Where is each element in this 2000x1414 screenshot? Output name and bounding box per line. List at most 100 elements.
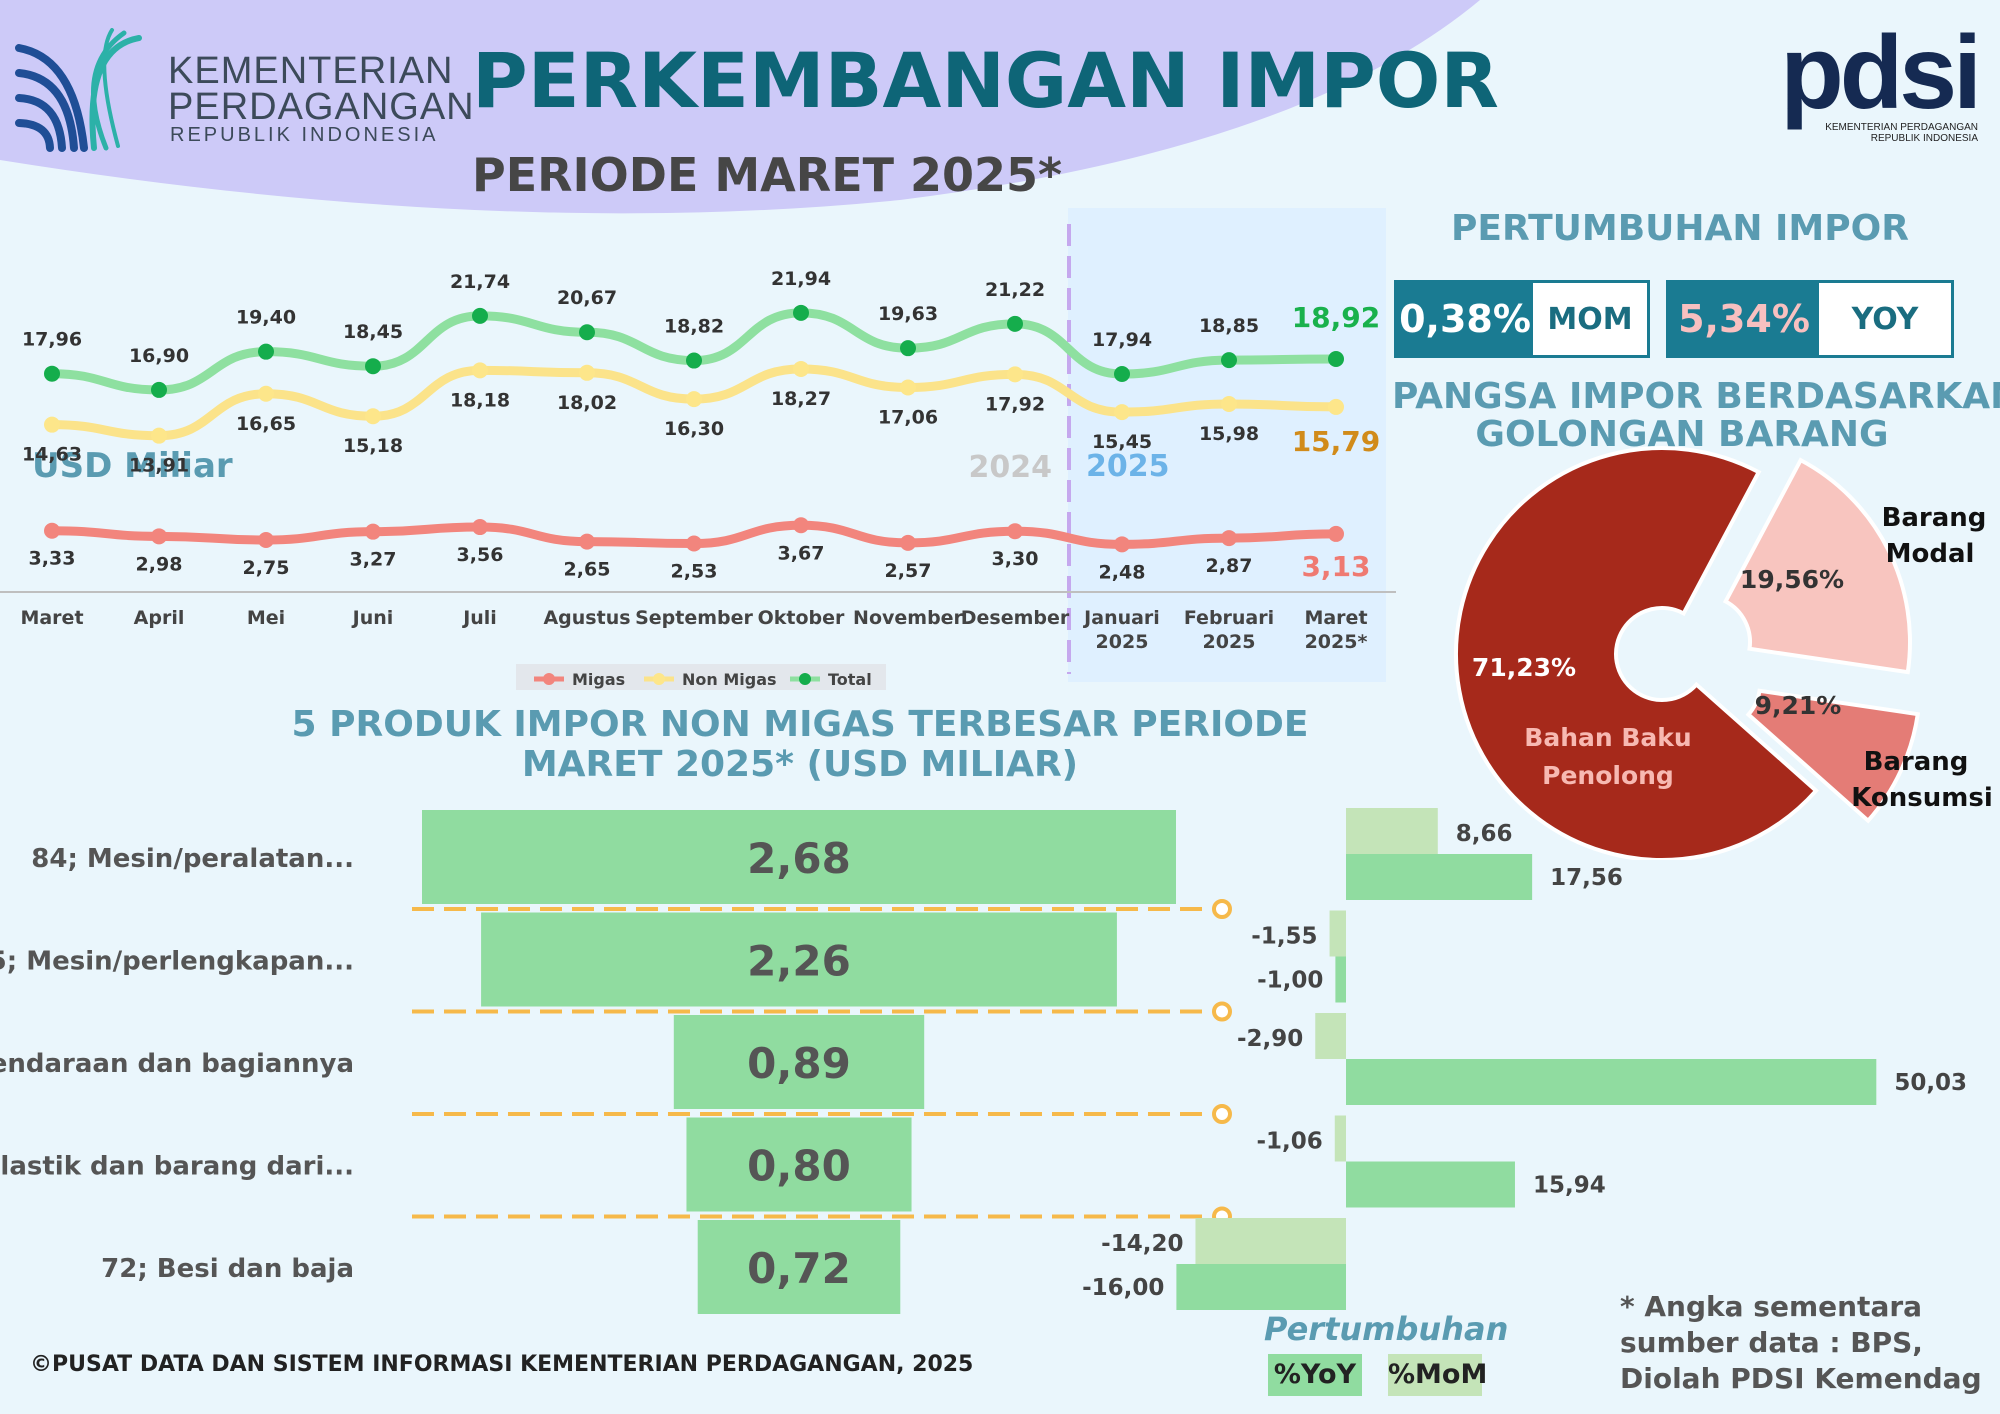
- product-category-label: 72; Besi dan baja: [101, 1254, 354, 1284]
- mom-bar: [1346, 808, 1438, 854]
- share-title-line1: PANGSA IMPOR BERDASARKAN: [1392, 376, 2000, 417]
- migas-point: [1328, 525, 1344, 542]
- product-category-label: 87; Kendaraan dan bagiannya: [0, 1049, 354, 1079]
- total-data-label: 21,22: [985, 279, 1045, 301]
- yoy-bar: [1346, 854, 1533, 900]
- x-tick-line: Juli: [461, 607, 497, 629]
- migas-data-label: 3,67: [778, 542, 825, 564]
- nonmigas-data-label: 18,02: [557, 392, 617, 414]
- total-data-label: 21,74: [450, 271, 510, 293]
- pie-name-label: Konsumsi: [1851, 783, 1993, 813]
- legend-box: [516, 664, 886, 690]
- x-tick-line: 2025: [1203, 631, 1256, 653]
- mom-value-label: -2,90: [1237, 1026, 1303, 1052]
- pie-value-label: 19,56%: [1740, 565, 1844, 594]
- legend-label: Non Migas: [682, 670, 777, 689]
- x-tick-line: Februari: [1184, 607, 1274, 629]
- ministry-name-line3: REPUBLIK INDONESIA: [170, 124, 439, 146]
- total-data-label: 18,45: [343, 321, 403, 343]
- nonmigas-point: [151, 427, 167, 444]
- total-point: [151, 381, 167, 398]
- x-tick-label: Maret: [20, 607, 83, 629]
- pie-name-label: Penolong: [1542, 761, 1674, 790]
- note-line2: sumber data : BPS,: [1620, 1326, 1923, 1359]
- product-category-label: 84; Mesin/peralatan...: [31, 844, 354, 874]
- yoy-bar: [1176, 1264, 1346, 1310]
- nonmigas-data-label: 15,45: [1092, 431, 1152, 453]
- yoy-value-label: -1,00: [1257, 968, 1323, 994]
- migas-data-label: 2,57: [885, 560, 932, 582]
- yoy-pill: 5,34% YOY: [1666, 280, 1954, 358]
- mom-bar: [1195, 1218, 1346, 1264]
- total-data-label: 18,82: [664, 316, 724, 338]
- pie-name-label: Barang: [1882, 503, 1987, 533]
- total-data-label: 18,85: [1199, 315, 1259, 337]
- growth-legend-title: Pertumbuhan: [1264, 1310, 1509, 1348]
- x-tick-line: Januari: [1082, 607, 1160, 629]
- nonmigas-data-label: 13,91: [129, 455, 189, 477]
- nonmigas-point: [793, 360, 809, 377]
- ministry-name-line1: KEMENTERIAN: [168, 50, 454, 92]
- product-bar: [481, 912, 1117, 1007]
- total-data-label: 17,94: [1092, 329, 1152, 351]
- total-point: [472, 307, 488, 324]
- note-line1: * Angka sementara: [1620, 1290, 1923, 1323]
- nonmigas-point: [1114, 404, 1130, 421]
- mom-value-label: 8,66: [1456, 821, 1513, 847]
- nonmigas-data-label: 17,92: [985, 393, 1045, 415]
- x-tick-label: Maret 2025*: [1304, 607, 1367, 653]
- pie-chart: 71,23% Bahan Baku Penolong 19,56% Barang Moda…: [1454, 446, 1993, 860]
- nonmigas-point: [1328, 398, 1344, 415]
- product-value-label: 2,26: [747, 937, 851, 986]
- yoy-bar: [1346, 1059, 1877, 1105]
- x-tick-line: Maret: [20, 607, 83, 629]
- top5-title-line1: 5 PRODUK IMPOR NON MIGAS TERBESAR PERIOD…: [291, 704, 1309, 745]
- year-label-2024: 2024: [969, 450, 1053, 485]
- x-tick-line: Agustus: [543, 607, 630, 629]
- total-point: [1114, 366, 1130, 383]
- migas-data-label: 2,48: [1099, 561, 1146, 583]
- panel-2025: [1068, 208, 1386, 682]
- migas-data-label: 2,75: [243, 557, 290, 579]
- x-tick-label: Juni: [351, 607, 394, 629]
- migas-data-label: 3,27: [350, 549, 397, 571]
- mom-value-label: -1,06: [1256, 1129, 1322, 1155]
- total-data-label: 20,67: [557, 287, 617, 309]
- migas-point: [1221, 530, 1237, 547]
- pie-slice: [1722, 457, 1912, 675]
- growth-legend-yoy: %YoY: [1268, 1354, 1362, 1396]
- page-title: PERKEMBANGAN IMPOR: [472, 36, 1499, 125]
- nonmigas-data-label: 16,65: [236, 413, 296, 435]
- separator-dot: [1212, 1104, 1232, 1124]
- x-tick-label: Januari 2025: [1082, 607, 1160, 653]
- nonmigas-data-label: 15,18: [343, 435, 403, 457]
- page-subtitle: PERIODE MARET 2025*: [472, 148, 1063, 202]
- x-tick-line: Mei: [247, 607, 285, 629]
- product-bar: [686, 1117, 912, 1212]
- y-axis-label: USD Miliar: [32, 446, 233, 486]
- yoy-bar: [1335, 956, 1346, 1003]
- product-bar: [697, 1220, 901, 1314]
- line-chart: USD Miliar 2024 2025 Maret April Mei Juni Juli A…: [0, 208, 1396, 690]
- mom-value-label: -14,20: [1101, 1231, 1183, 1257]
- nonmigas-data-label: 18,18: [450, 389, 510, 411]
- nonmigas-point: [472, 362, 488, 379]
- product-category-label: 39; Plastik dan barang dari...: [0, 1152, 354, 1182]
- total-point: [365, 358, 381, 375]
- pie-name-label: Barang: [1864, 747, 1969, 777]
- x-tick-label: Oktober: [758, 607, 845, 629]
- nonmigas-data-label: 16,30: [664, 418, 724, 440]
- yoy-value-label: 15,94: [1533, 1173, 1606, 1199]
- pdsi-sub2: REPUBLIK INDONESIA: [1870, 133, 1978, 144]
- legend-label: Migas: [572, 670, 625, 689]
- product-value-label: 2,68: [747, 834, 851, 883]
- x-tick-line: Oktober: [758, 607, 845, 629]
- nonmigas-data-label: 18,27: [771, 388, 831, 410]
- nonmigas-point: [579, 364, 595, 381]
- pdsi-logo: pdsi KEMENTERIAN PERDAGANGAN REPUBLIK IN…: [1742, 15, 1982, 144]
- total-data-label: 21,94: [771, 268, 831, 290]
- product-value-label: 0,89: [747, 1039, 851, 1088]
- pie-name-label: Bahan Baku: [1524, 723, 1691, 752]
- legend-dot: [799, 673, 811, 685]
